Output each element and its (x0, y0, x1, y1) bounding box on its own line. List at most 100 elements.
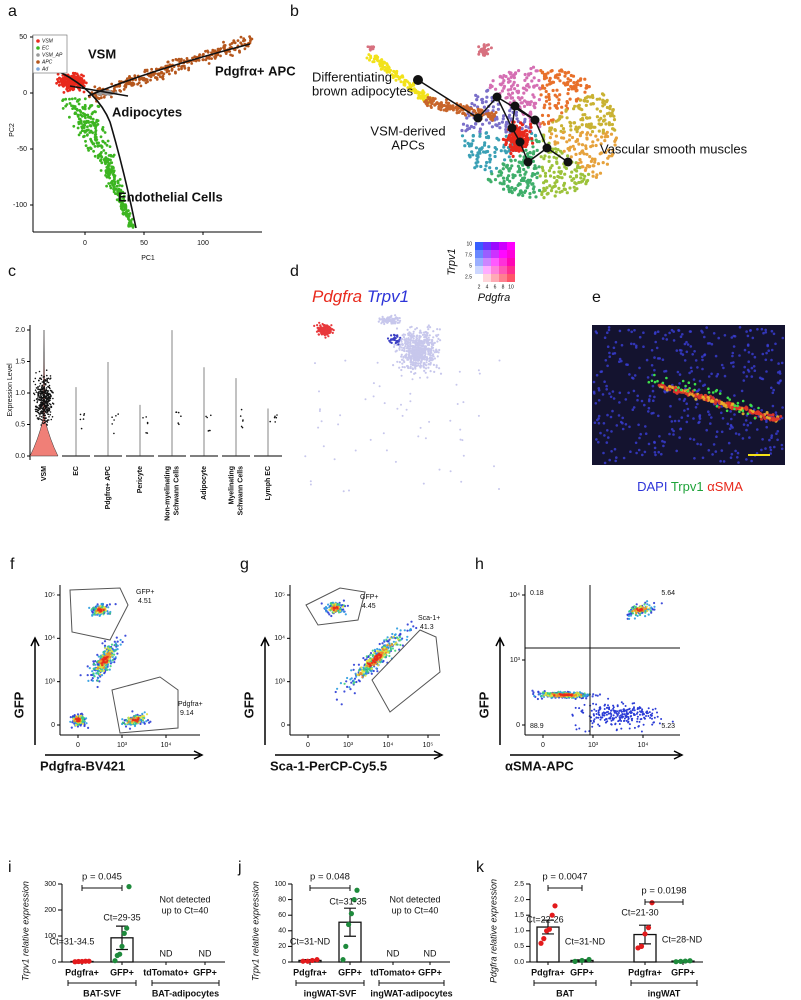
decor-dot (538, 174, 542, 178)
decor-dot (610, 111, 614, 115)
decor-dot (522, 131, 526, 135)
decor-dot (591, 170, 595, 174)
decor-dot (520, 127, 524, 131)
decor-dot (518, 97, 522, 101)
decor-dot (513, 174, 517, 178)
decor-dot (669, 404, 672, 408)
decor-dot (544, 89, 548, 94)
decor-dot (553, 181, 557, 185)
decor-dot (644, 432, 648, 436)
stain: DAPI (637, 479, 667, 494)
decor-dot (430, 345, 433, 348)
decor-dot (543, 171, 548, 175)
decor-dot (108, 184, 112, 188)
decor-dot (550, 164, 554, 168)
decor-dot (274, 421, 277, 423)
decor-dot (480, 49, 484, 53)
decor-dot (87, 726, 90, 730)
decor-dot (573, 104, 577, 108)
color-key-cell (491, 258, 499, 266)
decor-dot (52, 397, 54, 400)
decor-dot (653, 395, 656, 399)
decor-dot (583, 99, 587, 103)
decor-dot (743, 348, 747, 352)
decor-dot (419, 91, 423, 95)
decor-dot (423, 336, 426, 339)
decor-dot (131, 226, 135, 229)
decor-dot (574, 139, 578, 144)
decor-dot (569, 73, 573, 78)
decor-dot (747, 351, 751, 354)
decor-dot (37, 409, 40, 412)
decor-dot (114, 656, 117, 659)
decor-dot (110, 82, 114, 86)
decor-dot (613, 447, 617, 451)
decor-dot (416, 96, 420, 100)
decor-dot (89, 115, 92, 119)
decor-dot (591, 102, 595, 106)
decor-dot (550, 69, 554, 73)
decor-dot (482, 150, 486, 154)
decor-dot (654, 340, 657, 344)
decor-dot (544, 95, 548, 99)
decor-dot (610, 154, 614, 158)
decor-dot (317, 426, 320, 429)
decor-dot (394, 322, 397, 325)
legend-label: EC (42, 45, 49, 51)
decor-dot (411, 355, 414, 358)
decor-dot (510, 91, 515, 95)
decor-dot (712, 443, 716, 446)
decor-dot (576, 161, 580, 165)
decor-dot (113, 419, 115, 421)
decor-dot (761, 438, 764, 441)
decor-dot (500, 89, 504, 93)
decor-dot (710, 372, 713, 376)
decor-dot (603, 118, 607, 122)
decor-dot (161, 76, 165, 80)
decor-dot (497, 122, 501, 126)
decor-dot (650, 349, 654, 352)
decor-dot (529, 67, 533, 71)
decor-dot (242, 420, 244, 422)
decor-dot (733, 407, 736, 411)
decor-dot (569, 78, 573, 82)
decor-dot (439, 104, 443, 108)
decor-dot (427, 324, 430, 327)
decor-dot (86, 146, 90, 150)
decor-dot (99, 673, 102, 676)
decor-dot (502, 114, 506, 118)
color-key-cell (499, 258, 507, 266)
decor-dot (94, 129, 98, 132)
decor-dot (79, 418, 82, 421)
decor-dot (418, 342, 421, 345)
decor-dot (609, 415, 613, 419)
decor-dot (396, 334, 399, 337)
decor-dot (678, 382, 681, 385)
decor-dot (542, 143, 552, 153)
decor-dot (579, 83, 583, 88)
decor-dot (420, 360, 423, 363)
decor-dot (95, 124, 98, 127)
decor-dot (576, 79, 580, 83)
decor-dot (553, 147, 558, 151)
decor-dot (527, 85, 531, 89)
decor-dot (390, 319, 394, 323)
decor-dot (478, 130, 482, 134)
panel-title: Pdgfra Trpv1 (312, 287, 409, 306)
decor-dot (435, 335, 438, 338)
decor-dot (117, 413, 119, 415)
decor-dot (65, 76, 69, 80)
decor-dot (661, 337, 665, 340)
decor-dot (552, 170, 556, 174)
x-tick-label: 50 (140, 240, 148, 247)
decor-dot (743, 365, 746, 369)
decor-dot (726, 422, 730, 426)
decor-dot (567, 138, 572, 142)
decor-dot (526, 154, 530, 158)
decor-dot (572, 121, 577, 125)
decor-dot (47, 381, 50, 384)
decor-dot (101, 129, 105, 132)
decor-dot (76, 113, 80, 117)
decor-dot (39, 390, 42, 393)
decor-dot (398, 348, 401, 351)
